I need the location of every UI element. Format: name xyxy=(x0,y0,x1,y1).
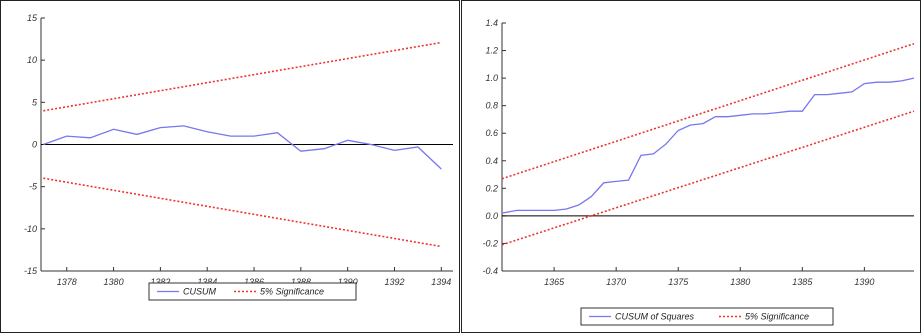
chart-1-x-tick-label: 1365 xyxy=(544,277,565,287)
chart-0-y-tick-label: 5 xyxy=(32,97,38,107)
chart-1-x-tick-label: 1370 xyxy=(606,277,626,287)
chart-1-legend-label: CUSUM of Squares xyxy=(615,312,695,322)
chart-0-x-tick-label: 1378 xyxy=(57,277,77,287)
chart-1-y-tick-label: 0.4 xyxy=(485,156,498,166)
chart-1-y-tick-label: 0.2 xyxy=(485,183,498,193)
chart-0-y-tick-label: 15 xyxy=(27,13,38,23)
cusum-chart-panel: -15 -10 -5 0 5 10 15 1378 1380 1382 1384 1386 1388 13… xyxy=(0,0,460,333)
cusum-chart: -15 -10 -5 0 5 10 15 1378 1380 1382 1384 1386 1388 13… xyxy=(24,13,453,301)
chart-1-y-tick-label: 0.6 xyxy=(485,128,498,138)
chart-1-x-tick-label: 1390 xyxy=(854,277,874,287)
chart-1-x-tick-label: 1375 xyxy=(668,277,689,287)
chart-0-series-line xyxy=(43,125,442,170)
chart-1-y-tick-label: 1.2 xyxy=(485,46,498,56)
chart-0-y-tick-label: -10 xyxy=(24,224,37,234)
chart-1-y-tick-label: 0.8 xyxy=(485,101,498,111)
chart-1-upper-significance-line xyxy=(501,42,915,180)
chart-0-x-tick-label: 1388 xyxy=(291,277,311,287)
chart-0-legend-box xyxy=(148,282,357,301)
chart-1-y-tick-label: 0.0 xyxy=(485,211,498,221)
chart-0-x-tick-label: 1392 xyxy=(384,277,404,287)
chart-1-legend-label: 5% Significance xyxy=(745,312,809,322)
chart-1-series-line xyxy=(501,77,915,214)
chart-1-y-tick-label: 1.4 xyxy=(485,18,498,28)
chart-1-y-tick-label: 1.0 xyxy=(485,73,498,83)
chart-1-x-tick-label: 1380 xyxy=(730,277,750,287)
chart-0-legend-label: 5% Significance xyxy=(260,287,324,297)
chart-0-legend-label: CUSUM xyxy=(183,287,217,297)
chart-0-y-tick-label: -5 xyxy=(29,182,38,192)
chart-0-y-tick-label: 10 xyxy=(27,55,37,65)
chart-1-y-tick-label: -0.4 xyxy=(482,266,498,276)
chart-0-x-tick-label: 1384 xyxy=(197,277,217,287)
chart-0-x-tick-label: 1394 xyxy=(431,277,451,287)
chart-1-legend-box xyxy=(580,307,834,326)
chart-0-lower-significance-line xyxy=(43,177,442,248)
chart-0-x-tick-label: 1380 xyxy=(104,277,124,287)
chart-0-y-tick-label: -15 xyxy=(24,266,38,276)
chart-1-y-tick-label: -0.2 xyxy=(482,238,498,248)
chart-1-x-tick-label: 1385 xyxy=(792,277,813,287)
chart-1-lower-significance-line xyxy=(501,110,915,246)
chart-0-upper-significance-line xyxy=(43,41,442,112)
cusum-squares-chart: -0.4 -0.2 0.0 0.2 0.4 0.6 0.8 1.0 1.2 1.4 1365 1370… xyxy=(482,18,915,326)
cusum-squares-chart-panel: -0.4 -0.2 0.0 0.2 0.4 0.6 0.8 1.0 1.2 1.4 1365 1370… xyxy=(461,0,921,333)
chart-0-x-tick-label: 1382 xyxy=(150,277,170,287)
chart-0-x-tick-label: 1386 xyxy=(244,277,264,287)
chart-0-y-tick-label: 0 xyxy=(32,140,37,150)
chart-0-x-tick-label: 1390 xyxy=(338,277,358,287)
